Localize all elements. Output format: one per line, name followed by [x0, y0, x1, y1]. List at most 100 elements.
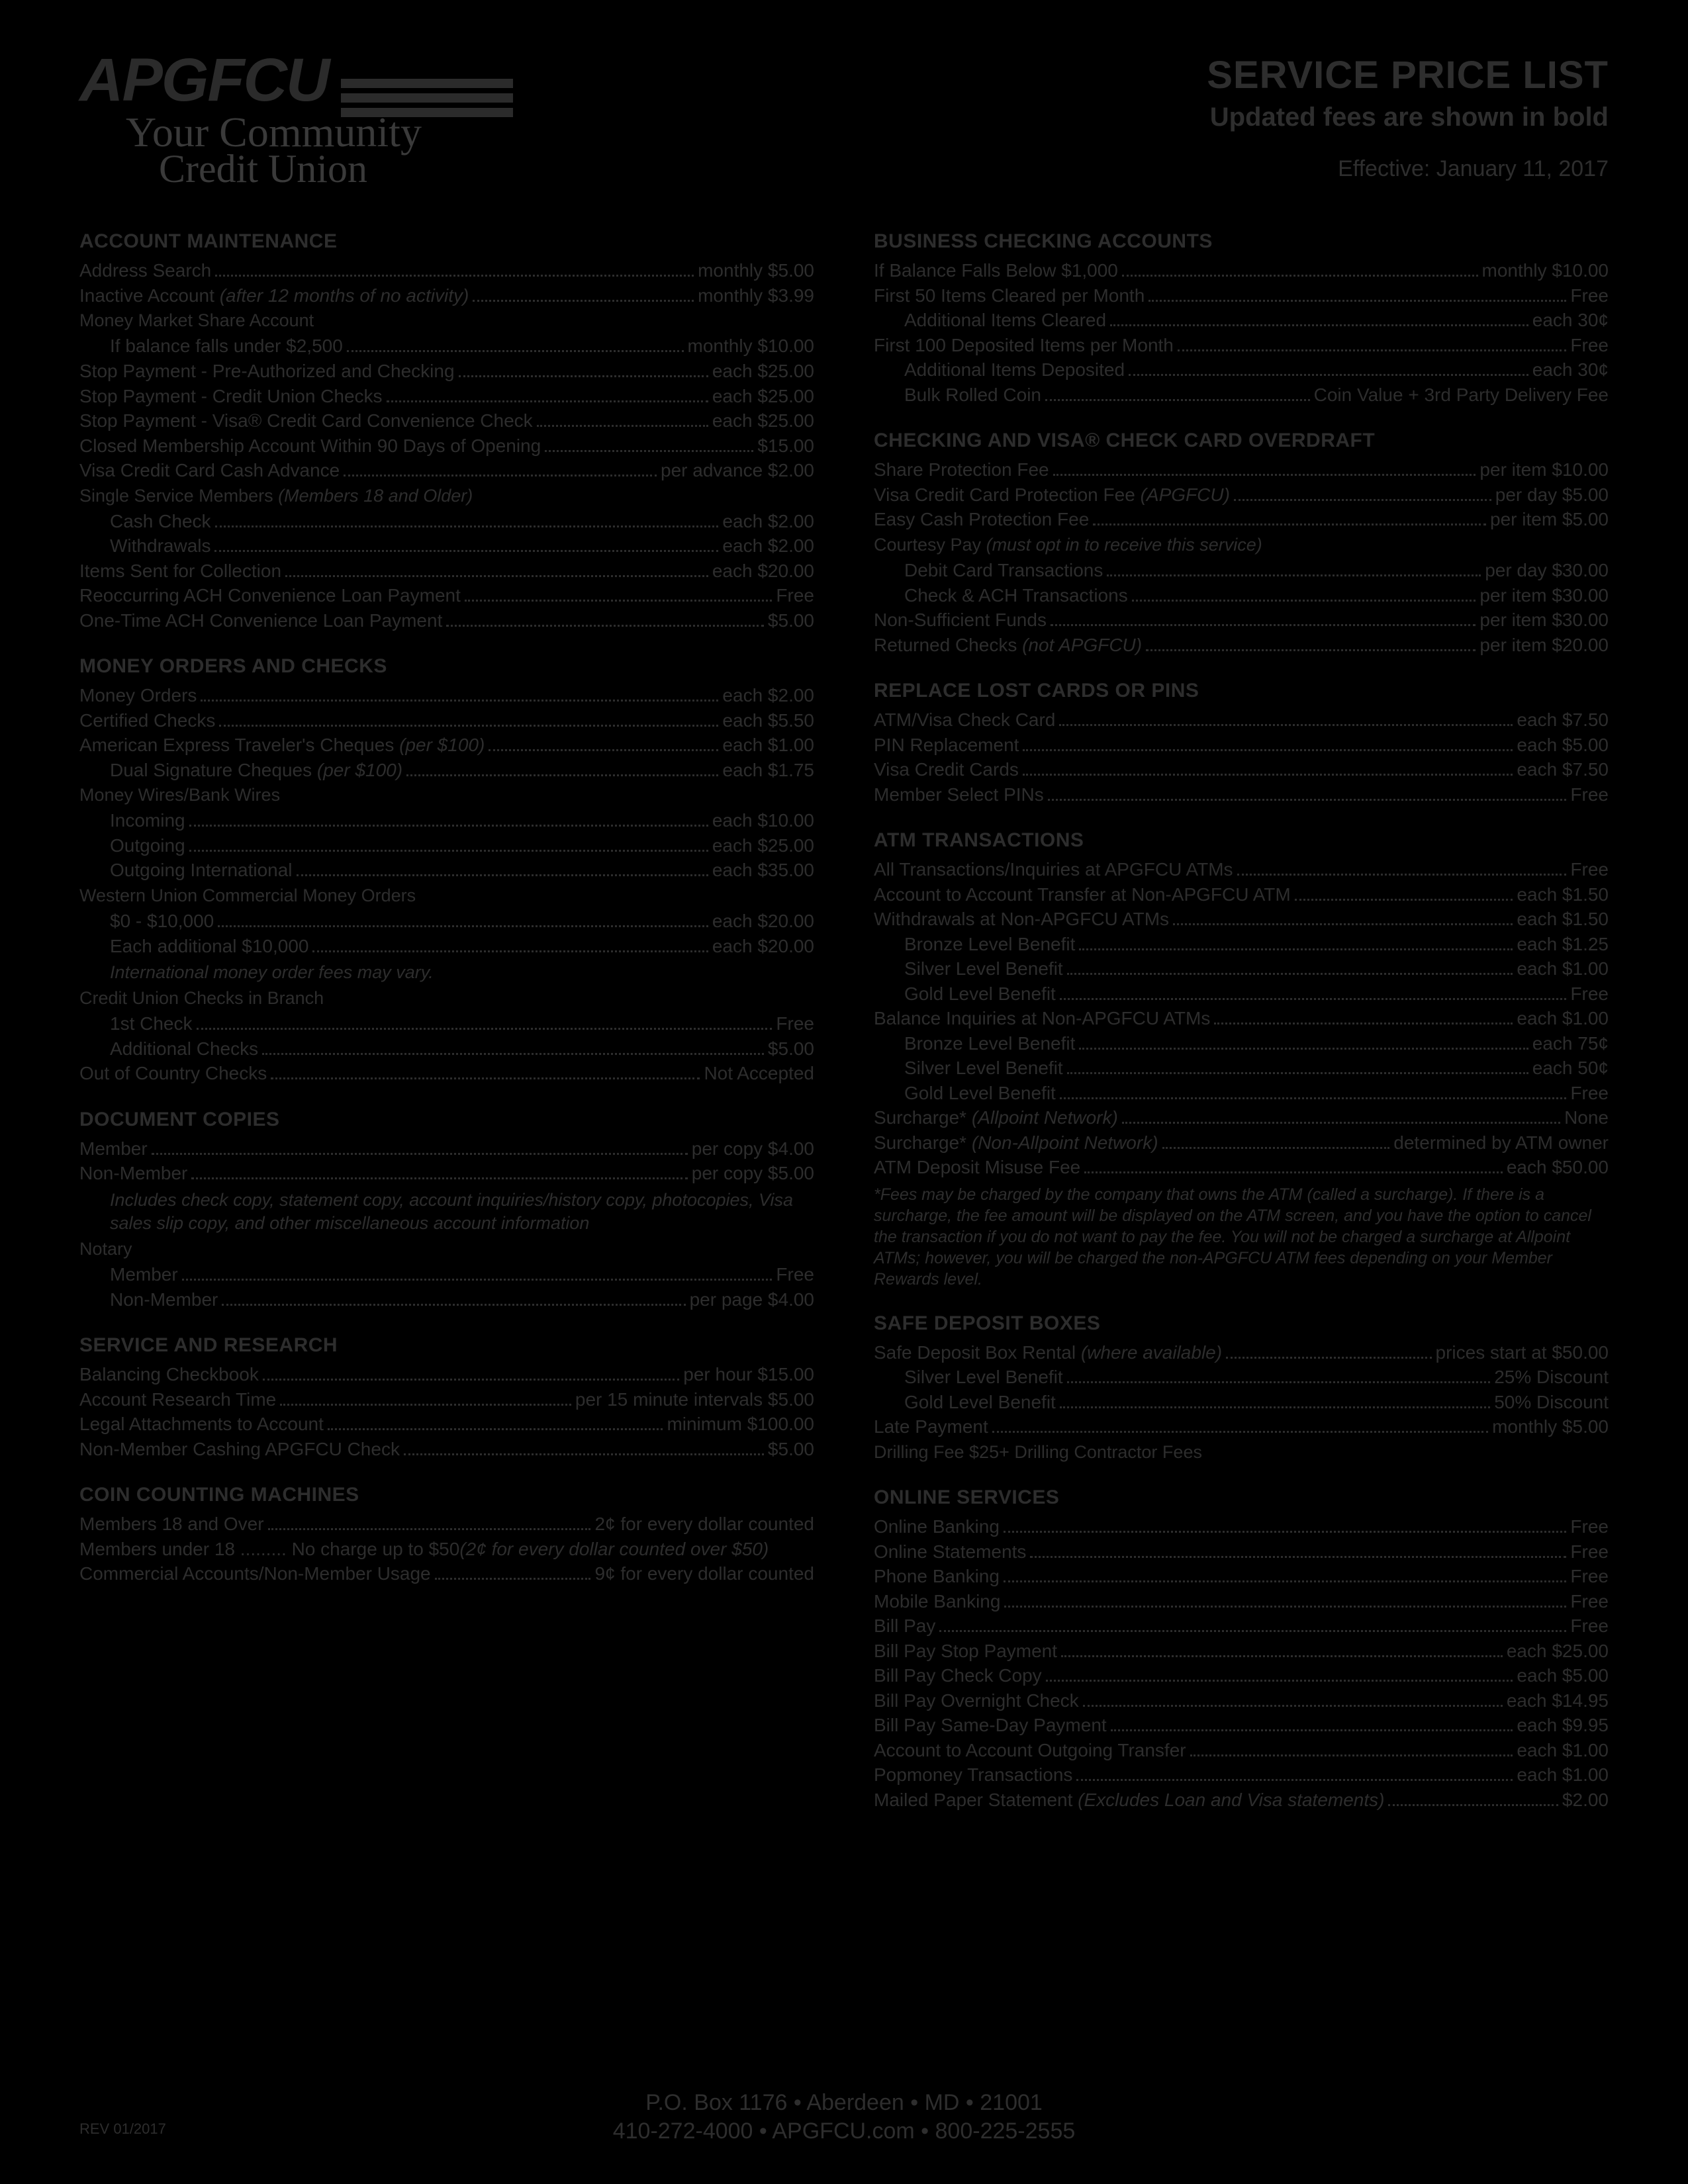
price-row: Account to Account Transfer at Non-APGFC…: [874, 882, 1609, 907]
price-row: Bill PayFree: [874, 1614, 1609, 1639]
row-label: First 50 Items Cleared per Month: [874, 283, 1145, 308]
price-row: $0 - $10,000each $20.00: [79, 909, 814, 934]
section-title: MONEY ORDERS AND CHECKS: [79, 655, 814, 678]
row-value: per item $30.00: [1479, 608, 1609, 633]
page: APGFCU Your Community Credit Union SERVI…: [0, 0, 1688, 2184]
price-row: Out of Country ChecksNot Accepted: [79, 1061, 814, 1086]
row-label: Money Orders: [79, 683, 197, 708]
logo-tagline-2: Credit Union: [159, 151, 513, 187]
row-label: All Transactions/Inquiries at APGFCU ATM…: [874, 857, 1233, 882]
title-block: SERVICE PRICE LIST Updated fees are show…: [1207, 53, 1609, 182]
row-label: 1st Check: [110, 1011, 193, 1036]
row-value: each 30¢: [1532, 308, 1609, 333]
row-value: each $1.00: [722, 733, 814, 758]
section-title: ACCOUNT MAINTENANCE: [79, 230, 814, 253]
leader-dots: [992, 1419, 1488, 1433]
leader-dots: [1190, 1743, 1513, 1756]
leader-dots: [1122, 1110, 1560, 1124]
price-row: Balance Inquiries at Non-APGFCU ATMseach…: [874, 1006, 1609, 1031]
row-value: each $10.00: [712, 808, 814, 833]
leader-dots: [1067, 1060, 1528, 1074]
leader-dots: [214, 538, 718, 552]
leader-dots: [1060, 1085, 1567, 1099]
row-label: Each additional $10,000: [110, 934, 308, 959]
row-label: Members under 18 ......... No charge up …: [79, 1537, 459, 1562]
row-value: each $25.00: [712, 408, 814, 433]
section-title: DOCUMENT COPIES: [79, 1109, 814, 1131]
leader-dots: [1122, 263, 1478, 277]
leader-dots: [182, 1267, 773, 1281]
row-value: per hour $15.00: [683, 1362, 814, 1387]
price-row: Account Research Timeper 15 minute inter…: [79, 1387, 814, 1412]
row-value: each $2.00: [722, 683, 814, 708]
leader-dots: [215, 263, 694, 277]
price-row: Safe Deposit Box Rental (where available…: [874, 1340, 1609, 1365]
row-label: Online Statements: [874, 1539, 1026, 1565]
price-row: Money Orders each $2.00: [79, 683, 814, 708]
row-label: Account to Account Outgoing Transfer: [874, 1738, 1186, 1763]
row-value: per item $5.00: [1490, 507, 1609, 532]
price-row: Non-Sufficient Funds per item $30.00: [874, 608, 1609, 633]
footer-contact: 410-272-4000 • APGFCU.com • 800-225-2555: [0, 2118, 1688, 2144]
leader-dots: [1061, 1643, 1503, 1657]
leader-dots: [1146, 637, 1476, 651]
row-value: Free: [776, 1011, 814, 1036]
leader-dots: [312, 938, 708, 952]
leader-dots: [1079, 1036, 1528, 1050]
leader-dots: [1295, 887, 1513, 901]
price-row: Silver Level Benefiteach 50¢: [874, 1056, 1609, 1081]
row-label: Bronze Level Benefit: [904, 1031, 1075, 1056]
leader-dots: [1067, 1369, 1491, 1383]
content-columns: ACCOUNT MAINTENANCE Address Searchmonthly…: [79, 230, 1609, 1812]
price-row: Gold Level BenefitFree: [874, 981, 1609, 1007]
price-row: Members under 18 ......... No charge up …: [79, 1537, 814, 1562]
price-row: Visa Credit Cardseach $7.50: [874, 757, 1609, 782]
leader-dots: [1059, 712, 1513, 726]
row-value: each $7.50: [1517, 707, 1609, 733]
leader-dots: [1173, 911, 1513, 925]
row-label: Items Sent for Collection: [79, 559, 281, 584]
row-value: each $25.00: [712, 384, 814, 409]
row-value: Free: [1570, 857, 1609, 882]
price-row: Non-Memberper copy $5.00: [79, 1161, 814, 1186]
leader-dots: [189, 838, 708, 852]
price-row: Certified Checkseach $5.50: [79, 708, 814, 733]
price-row: Each additional $10,000each $20.00: [79, 934, 814, 959]
row-label: American Express Traveler's Cheques (per…: [79, 733, 485, 758]
leader-dots: [1048, 787, 1567, 801]
row-label: Popmoney Transactions: [874, 1762, 1072, 1788]
row-label: Returned Checks (not APGFCU): [874, 633, 1142, 658]
price-row: Non-Member Cashing APGFCU Check$5.00: [79, 1437, 814, 1462]
row-value: each $1.50: [1517, 907, 1609, 932]
price-row: Online BankingFree: [874, 1514, 1609, 1539]
price-row: Balancing Checkbookper hour $15.00: [79, 1362, 814, 1387]
leader-dots: [537, 413, 708, 427]
row-value: Free: [1570, 1614, 1609, 1639]
price-row: Visa Credit Card Protection Fee (APGFCU)…: [874, 482, 1609, 508]
row-label: ATM Deposit Misuse Fee: [874, 1155, 1080, 1180]
footnote: *Fees may be charged by the company that…: [874, 1184, 1609, 1290]
leader-dots: [1129, 362, 1528, 376]
price-row: Address Searchmonthly $5.00: [79, 258, 814, 283]
row-label: PIN Replacement: [874, 733, 1019, 758]
price-row: Bulk Rolled CoinCoin Value + 3rd Party D…: [874, 383, 1609, 408]
price-row: Closed Membership Account Within 90 Days…: [79, 433, 814, 459]
row-value: monthly $5.00: [698, 258, 814, 283]
price-row: Silver Level Benefiteach $1.00: [874, 956, 1609, 981]
leader-dots: [1083, 1693, 1503, 1707]
right-column: BUSINESS CHECKING ACCOUNTSIf Balance Fal…: [874, 230, 1609, 1812]
row-heading: Single Service Members (Members 18 and O…: [79, 484, 814, 508]
row-label: Mobile Banking: [874, 1589, 1000, 1614]
price-row: Phone BankingFree: [874, 1564, 1609, 1589]
row-label: ATM/Visa Check Card: [874, 707, 1055, 733]
row-value: each $35.00: [712, 858, 814, 883]
row-value: Free: [1570, 981, 1609, 1007]
logo-block: APGFCU Your Community Credit Union: [79, 53, 513, 187]
row-label: One-Time ACH Convenience Loan Payment: [79, 608, 442, 633]
row-label: Non-Sufficient Funds: [874, 608, 1047, 633]
price-row: Additional Items Depositedeach 30¢: [874, 357, 1609, 383]
row-value: per copy $5.00: [692, 1161, 814, 1186]
price-row: Bill Pay Same-Day Paymenteach $9.95: [874, 1713, 1609, 1738]
row-label: Silver Level Benefit: [904, 1365, 1063, 1390]
price-row: Bill Pay Overnight Checkeach $14.95: [874, 1688, 1609, 1713]
